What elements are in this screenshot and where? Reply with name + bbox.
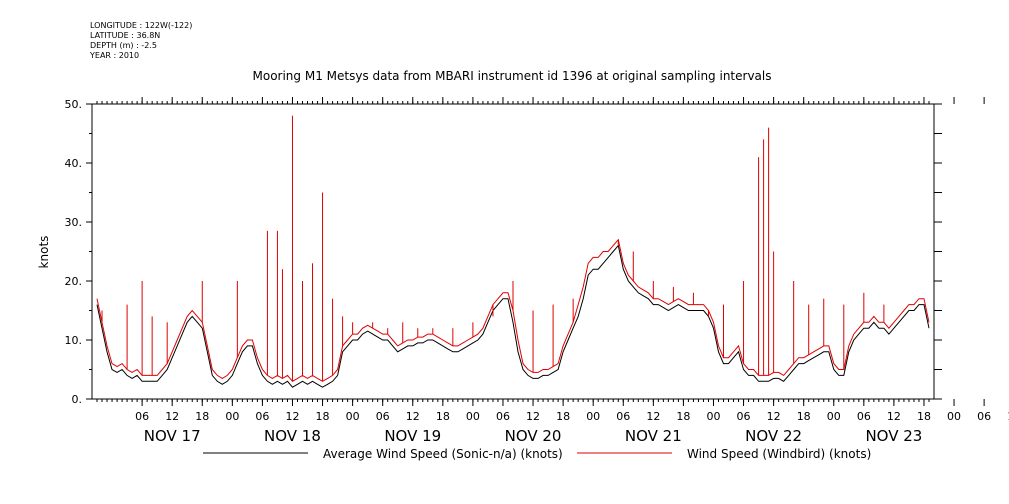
y-tick-label: 20. xyxy=(65,275,83,288)
y-tick-label: 50. xyxy=(65,98,83,111)
chart-title: Mooring M1 Metsys data from MBARI instru… xyxy=(253,69,772,83)
x-tick-label: 06 xyxy=(737,410,751,423)
x-tick-label: 18 xyxy=(316,410,330,423)
legend-avg-label: Average Wind Speed (Sonic-n/a) (knots) xyxy=(323,447,563,461)
x-tick-label: 18 xyxy=(436,410,450,423)
x-tick-label: 18 xyxy=(556,410,570,423)
series-line-average-wind xyxy=(96,244,930,388)
x-day-label: NOV 23 xyxy=(865,427,922,445)
x-tick-label: 12 xyxy=(285,410,299,423)
x-tick-label: 00 xyxy=(586,410,600,423)
x-tick-label: 18 xyxy=(917,410,931,423)
depth-text: DEPTH (m) : -2.5 xyxy=(90,41,157,50)
x-tick-label: 12 xyxy=(887,410,901,423)
axis-ticks: 0. 10. 20. 30. 40. 50. 06 12 18 00 06 12 18 00 06 12 18 0… xyxy=(65,97,1009,445)
latitude-text: LATITUDE : 36.8N xyxy=(90,31,161,40)
x-tick-label: 06 xyxy=(255,410,269,423)
x-tick-label: 00 xyxy=(706,410,720,423)
x-tick-label: 06 xyxy=(376,410,390,423)
x-tick-label: 12 xyxy=(406,410,420,423)
y-tick-label: 40. xyxy=(65,157,83,170)
x-tick-label: 00 xyxy=(346,410,360,423)
series-layer xyxy=(96,115,930,388)
plot-frame xyxy=(91,103,935,400)
x-tick-label: 12 xyxy=(1007,410,1009,423)
x-tick-label: 12 xyxy=(646,410,660,423)
y-axis-label: knots xyxy=(37,236,51,269)
legend: Average Wind Speed (Sonic-n/a) (knots) W… xyxy=(203,447,871,461)
x-tick-label: 12 xyxy=(526,410,540,423)
x-tick-label: 18 xyxy=(195,410,209,423)
x-tick-label: 06 xyxy=(616,410,630,423)
longitude-text: LONGITUDE : 122W(-122) xyxy=(90,21,193,30)
y-tick-label: 0. xyxy=(72,393,83,406)
y-tick-label: 30. xyxy=(65,216,83,229)
x-tick-label: 06 xyxy=(135,410,149,423)
x-day-label: NOV 17 xyxy=(144,427,201,445)
x-day-label: NOV 19 xyxy=(384,427,441,445)
x-day-label: NOV 18 xyxy=(264,427,321,445)
year-text: YEAR : 2010 xyxy=(90,51,140,60)
x-tick-label: 06 xyxy=(496,410,510,423)
legend-wind-label: Wind Speed (Windbird) (knots) xyxy=(687,447,871,461)
x-tick-label: 00 xyxy=(225,410,239,423)
x-tick-label: 06 xyxy=(977,410,991,423)
x-tick-label: 00 xyxy=(466,410,480,423)
x-tick-label: 06 xyxy=(857,410,871,423)
metadata-block: LONGITUDE : 122W(-122) LATITUDE : 36.8N … xyxy=(90,21,192,61)
x-tick-label: 12 xyxy=(767,410,781,423)
x-day-label: NOV 21 xyxy=(625,427,682,445)
x-tick-label: 12 xyxy=(165,410,179,423)
x-tick-label: 18 xyxy=(676,410,690,423)
x-day-label: NOV 22 xyxy=(745,427,802,445)
x-tick-label: 00 xyxy=(827,410,841,423)
x-tick-label: 18 xyxy=(797,410,811,423)
x-day-label: NOV 20 xyxy=(505,427,562,445)
y-tick-label: 10. xyxy=(65,334,83,347)
x-tick-label: 00 xyxy=(947,410,961,423)
